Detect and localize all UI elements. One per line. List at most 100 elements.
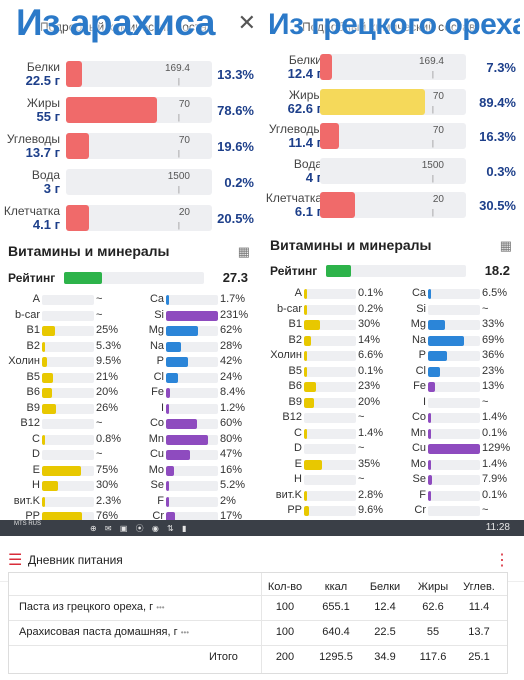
vitamin-row[interactable]: B1 25%: [2, 323, 126, 339]
table-icon[interactable]: ▦: [237, 244, 250, 259]
vitamin-row[interactable]: B9 26%: [2, 401, 126, 417]
macro-amount: 12.4 г: [287, 66, 322, 81]
vitamin-row[interactable]: E 75%: [2, 463, 126, 479]
mineral-row[interactable]: Si ~: [388, 302, 512, 318]
table-row[interactable]: Арахисовая паста домашняя, г ••• 100 640.4…: [9, 620, 507, 644]
mineral-row[interactable]: Ca 1.7%: [126, 292, 250, 308]
mineral-row[interactable]: Cl 23%: [388, 364, 512, 380]
mineral-row[interactable]: Na 28%: [126, 339, 250, 355]
more-dots-icon[interactable]: •••: [180, 628, 190, 637]
macro-row[interactable]: Жиры 55 г 70 | 78.6%: [0, 94, 258, 128]
vitamin-row[interactable]: PP 76%: [2, 509, 126, 520]
vitamin-row[interactable]: B2 14%: [264, 333, 388, 349]
vitamin-row[interactable]: вит.K 2.3%: [2, 494, 126, 510]
macro-row[interactable]: Белки 22.5 г 169.4 | 13.3%: [0, 58, 258, 92]
mineral-row[interactable]: Se 5.2%: [126, 478, 250, 494]
vitamin-row[interactable]: E 35%: [264, 457, 388, 473]
vitamin-row[interactable]: b-car ~: [2, 308, 126, 324]
vitamin-row[interactable]: H 30%: [2, 478, 126, 494]
mineral-row[interactable]: Co 60%: [126, 416, 250, 432]
nutrient-percent: 2.8%: [358, 488, 384, 501]
mineral-row[interactable]: P 36%: [388, 348, 512, 364]
vitamin-row[interactable]: Калий 16%: [264, 519, 388, 521]
vitamin-row[interactable]: B6 20%: [2, 385, 126, 401]
nutrient-bar-track: [428, 320, 480, 330]
vitamin-row[interactable]: A ~: [2, 292, 126, 308]
mineral-row[interactable]: Se 7.9%: [388, 472, 512, 488]
table-icon[interactable]: ▦: [499, 238, 512, 253]
mineral-row[interactable]: Mg 33%: [388, 317, 512, 333]
mineral-row[interactable]: Cr 17%: [126, 509, 250, 520]
macro-row[interactable]: Жиры 62.6 г 70 | 89.4%: [262, 86, 520, 120]
vitamin-row[interactable]: PP 9.6%: [264, 503, 388, 519]
macro-row[interactable]: Клетчатка 6.1 г 20 | 30.5%: [262, 189, 520, 223]
mineral-row[interactable]: I 1.2%: [126, 401, 250, 417]
vitamin-row[interactable]: H ~: [264, 472, 388, 488]
vitamin-row[interactable]: C 1.4%: [264, 426, 388, 442]
nutrient-bar-fill: [166, 357, 188, 367]
mineral-row[interactable]: Co 1.4%: [388, 410, 512, 426]
mineral-row[interactable]: F 2%: [126, 494, 250, 510]
mineral-row[interactable]: Na 69%: [388, 333, 512, 349]
mineral-row[interactable]: I ~: [388, 395, 512, 411]
mineral-row[interactable]: Mo 1.4%: [388, 457, 512, 473]
mineral-row[interactable]: Mg 62%: [126, 323, 250, 339]
macro-row[interactable]: Углеводы 13.7 г 70 | 19.6%: [0, 130, 258, 164]
food-name[interactable]: Паста из грецкого ореха, г •••: [19, 601, 165, 613]
vitamin-row[interactable]: Холин 9.5%: [2, 354, 126, 370]
vitamin-row[interactable]: B5 21%: [2, 370, 126, 386]
vitamin-row[interactable]: вит.K 2.8%: [264, 488, 388, 504]
close-icon[interactable]: ✕: [237, 10, 256, 35]
mineral-row[interactable]: Cl 24%: [126, 370, 250, 386]
food-name[interactable]: Арахисовая паста домашняя, г •••: [19, 626, 190, 638]
mineral-row[interactable]: Cr ~: [388, 503, 512, 519]
macro-row[interactable]: Вода 4 г 1500 | 0.3%: [262, 155, 520, 189]
vitamin-row[interactable]: D ~: [2, 447, 126, 463]
mineral-row[interactable]: Cu 129%: [388, 441, 512, 457]
vitamin-row[interactable]: b-car 0.2%: [264, 302, 388, 318]
nutrient-bar-fill: [304, 382, 316, 392]
macro-amount: 3 г: [43, 181, 60, 196]
hamburger-icon[interactable]: ☰: [8, 552, 23, 569]
kebab-icon[interactable]: ⋮: [494, 552, 510, 569]
macro-row[interactable]: Вода 3 г 1500 | 0.2%: [0, 166, 258, 200]
vitamin-row[interactable]: B12 ~: [264, 410, 388, 426]
vitamin-row[interactable]: B2 5.3%: [2, 339, 126, 355]
nutrient-bar-track: [42, 372, 94, 383]
mineral-row[interactable]: Cu 47%: [126, 447, 250, 463]
nutrient-bar-fill: [304, 351, 308, 361]
vitamin-row[interactable]: B12 ~: [2, 416, 126, 432]
more-dots-icon[interactable]: •••: [156, 603, 165, 612]
nutrient-name: B1: [26, 324, 40, 336]
nutrient-bar-fill: [166, 512, 175, 520]
mineral-row[interactable]: P 42%: [126, 354, 250, 370]
vitamin-row[interactable]: B6 23%: [264, 379, 388, 395]
mineral-row[interactable]: Fe 13%: [388, 379, 512, 395]
vitamin-row[interactable]: Холин 6.6%: [264, 348, 388, 364]
mineral-row[interactable]: Ca 6.5%: [388, 286, 512, 302]
mineral-row[interactable]: Zn 22%: [388, 519, 512, 521]
mineral-row[interactable]: Mn 0.1%: [388, 426, 512, 442]
macro-row[interactable]: Углеводы 11.4 г 70 | 16.3%: [262, 120, 520, 154]
nutrient-bar-track: [304, 351, 356, 361]
vitamin-row[interactable]: C 0.8%: [2, 432, 126, 448]
nutrient-name: Se: [412, 473, 426, 485]
cell: Белки: [369, 581, 401, 593]
table-row[interactable]: Паста из грецкого ореха, г ••• 100 655.1 12…: [9, 595, 507, 619]
nutrient-percent: 17%: [220, 510, 243, 520]
vitamin-row[interactable]: B9 20%: [264, 395, 388, 411]
macro-row[interactable]: Белки 12.4 г 169.4 | 7.3%: [262, 51, 520, 85]
vitamin-row[interactable]: B5 0.1%: [264, 364, 388, 380]
nutrient-percent: 16%: [220, 463, 243, 476]
mineral-row[interactable]: Fe 8.4%: [126, 385, 250, 401]
vitamin-row[interactable]: D ~: [264, 441, 388, 457]
vitamin-row[interactable]: A 0.1%: [264, 286, 388, 302]
macro-row[interactable]: Клетчатка 4.1 г 20 | 20.5%: [0, 202, 258, 236]
mineral-row[interactable]: F 0.1%: [388, 488, 512, 504]
mineral-row[interactable]: Si 231%: [126, 308, 250, 324]
vitamin-row[interactable]: B1 30%: [264, 317, 388, 333]
divider: [261, 573, 262, 673]
mineral-row[interactable]: Mo 16%: [126, 463, 250, 479]
nutrient-bar-track: [304, 444, 356, 454]
mineral-row[interactable]: Mn 80%: [126, 432, 250, 448]
